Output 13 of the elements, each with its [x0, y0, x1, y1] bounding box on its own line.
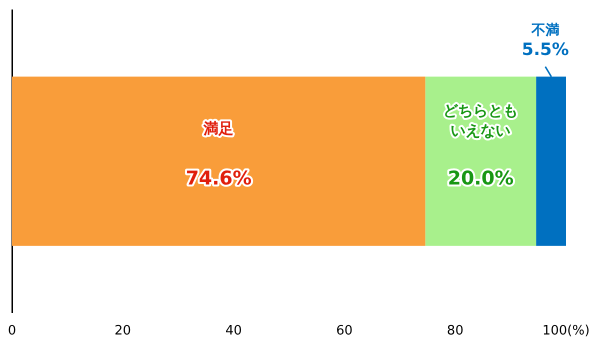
- x-tick-label: 80: [446, 324, 464, 339]
- series-label: 満足: [202, 120, 234, 138]
- data-label: 20.0%: [448, 168, 514, 190]
- x-tick-label: 60: [336, 324, 353, 339]
- data-label: 74.6%: [186, 168, 252, 190]
- data-label: 5.5%: [522, 40, 569, 60]
- text: 不満: [530, 22, 560, 38]
- x-tick-label: 20: [114, 324, 132, 339]
- series-label: どちらともいえない: [443, 102, 518, 140]
- bar: [12, 76, 426, 246]
- x-tick-label: 0: [8, 324, 16, 339]
- x-tick-label: 100(%): [542, 324, 590, 339]
- x-tick-label: 40: [225, 324, 242, 339]
